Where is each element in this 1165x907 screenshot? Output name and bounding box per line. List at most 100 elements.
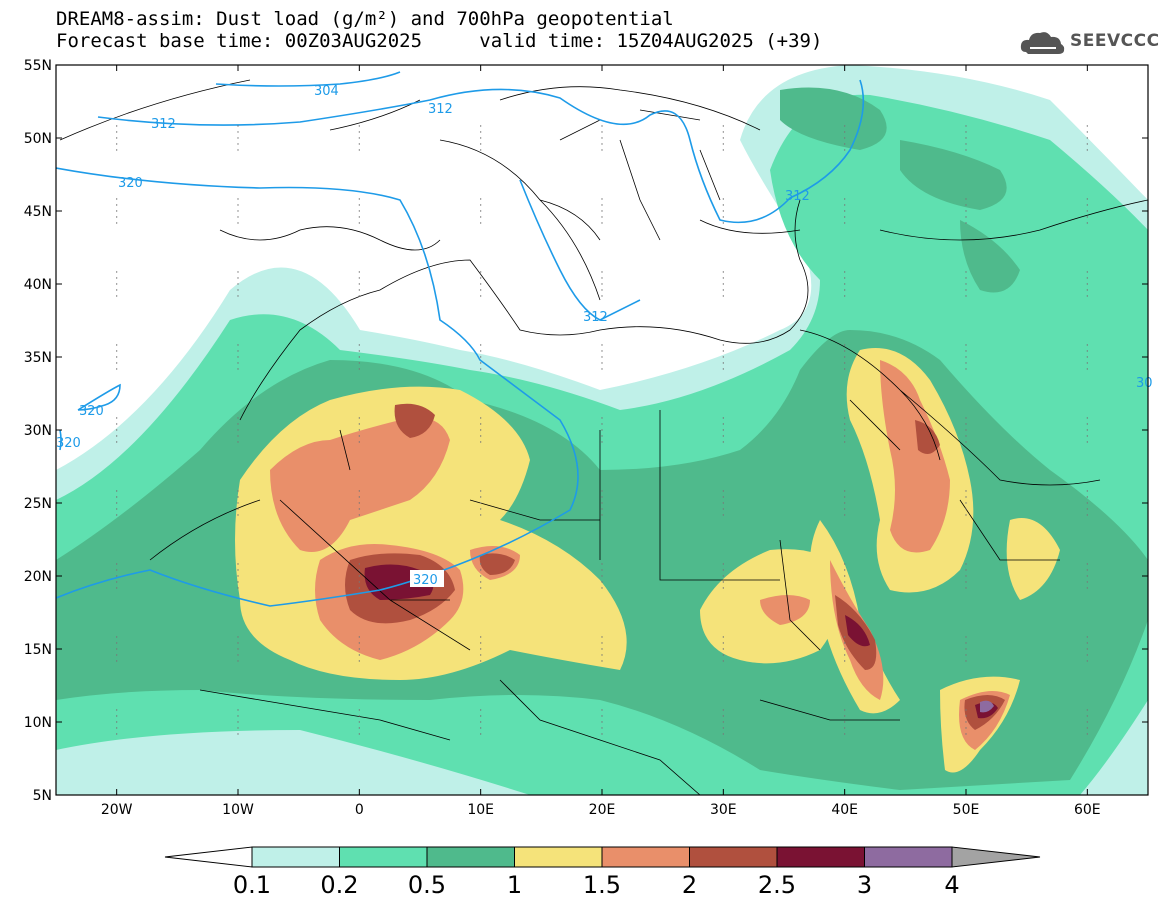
grid-dot <box>843 508 846 510</box>
grid-dot <box>601 204 603 206</box>
seevccc-logo: SEEVCCC <box>1018 26 1159 60</box>
grid-dot <box>722 131 725 133</box>
grid-dot <box>722 222 725 224</box>
grid-dot <box>843 277 846 279</box>
grid-dot <box>1086 131 1089 133</box>
grid-dot <box>722 204 725 206</box>
lat-tick-label: 25N <box>24 496 52 512</box>
grid-dot <box>358 429 361 431</box>
grid-dot <box>479 350 482 352</box>
colorbar-label: 2 <box>682 871 697 899</box>
grid-dot <box>115 198 118 200</box>
grid-dot <box>115 344 118 346</box>
grid-dot <box>843 441 846 443</box>
grid-dot <box>601 569 603 571</box>
colorbar-segment <box>514 846 603 868</box>
lon-tick-label: 20E <box>589 802 616 818</box>
contour-label-320-sahara: 320 <box>413 573 438 588</box>
lat-tick-label: 30N <box>24 423 52 439</box>
latitude-axis: 55N 50N 45N 40N 35N 30N 25N 20N 15N 10N 5N <box>24 58 1148 804</box>
grid-dot <box>601 514 603 516</box>
grid-dot <box>479 721 482 723</box>
lon-tick-label: 40E <box>831 802 858 818</box>
grid-dot <box>115 563 118 565</box>
grid-dot <box>722 441 725 443</box>
grid-dot <box>479 715 482 717</box>
grid-dot <box>358 435 361 437</box>
grid-dot <box>965 581 967 583</box>
grid-dot <box>722 295 725 297</box>
colorbar-label: 0.5 <box>408 871 446 899</box>
grid-dot <box>237 636 239 638</box>
grid-dot <box>479 496 482 498</box>
lat-tick-label: 45N <box>24 204 52 220</box>
grid-dot <box>237 502 239 504</box>
grid-dot <box>479 581 482 583</box>
grid-dot <box>358 368 361 370</box>
cloud-logo-icon <box>1020 32 1065 54</box>
grid-dot <box>479 368 482 370</box>
grid-dot <box>601 733 603 735</box>
grid-dot <box>115 222 118 224</box>
lon-tick-label: 20W <box>101 802 133 818</box>
grid-dot <box>601 563 603 565</box>
grid-dot <box>722 581 725 583</box>
grid-dot <box>843 721 846 723</box>
map-header: DREAM8-assim: Dust load (g/m²) and 700hP… <box>56 8 822 52</box>
grid-dot <box>965 642 967 644</box>
grid-dot <box>1086 216 1089 218</box>
title-line: DREAM8-assim: Dust load (g/m²) and 700hP… <box>56 8 674 30</box>
grid-dot <box>237 660 239 662</box>
grid-dot <box>965 709 967 711</box>
colorbar-label: 0.1 <box>233 871 271 899</box>
grid-dot <box>358 502 361 504</box>
lat-tick-label: 5N <box>33 788 52 804</box>
grid-dot <box>237 198 239 200</box>
grid-dot <box>115 210 118 212</box>
grid-dot <box>601 581 603 583</box>
grid-dot <box>358 575 361 577</box>
grid-dot <box>965 198 967 200</box>
lat-tick-label: 10N <box>24 715 52 731</box>
grid-dot <box>722 344 725 346</box>
grid-dot <box>722 587 725 589</box>
grid-dot <box>965 660 967 662</box>
grid-dot <box>479 563 482 565</box>
grid-dot <box>479 587 482 589</box>
grid-dot <box>601 356 603 358</box>
grid-dot <box>1086 283 1089 285</box>
grid-dot <box>358 125 361 127</box>
grid-dot <box>601 149 603 151</box>
grid-dot <box>843 423 846 425</box>
grid-dot <box>965 733 967 735</box>
grid-dot <box>358 660 361 662</box>
grid-dot <box>479 642 482 644</box>
colorbar-label: 1.5 <box>583 871 621 899</box>
grid-dot <box>115 435 118 437</box>
grid-dot <box>1086 198 1089 200</box>
grid-dot <box>358 715 361 717</box>
grid-dot <box>601 289 603 291</box>
grid-dot <box>358 131 361 133</box>
contour-label-312-greece: 312 <box>583 310 608 325</box>
grid-dot <box>965 204 967 206</box>
grid-dot <box>843 648 846 650</box>
geopotential-contours <box>56 71 865 607</box>
grid-dot <box>843 733 846 735</box>
grid-dot <box>722 137 725 139</box>
grid-dot <box>722 149 725 151</box>
lat-tick-label: 50N <box>24 131 52 147</box>
grid-dot <box>479 125 482 127</box>
grid-dot <box>479 362 482 364</box>
grid-dot <box>1086 368 1089 370</box>
grid-dot <box>479 514 482 516</box>
grid-dot <box>358 508 361 510</box>
colorbar-segment <box>689 846 778 868</box>
grid-dot <box>479 271 482 273</box>
grid-dot <box>237 648 239 650</box>
grid-dot <box>479 198 482 200</box>
grid-dot <box>479 216 482 218</box>
grid-dot <box>722 490 725 492</box>
grid-dot <box>722 423 725 425</box>
grid-dot <box>479 733 482 735</box>
